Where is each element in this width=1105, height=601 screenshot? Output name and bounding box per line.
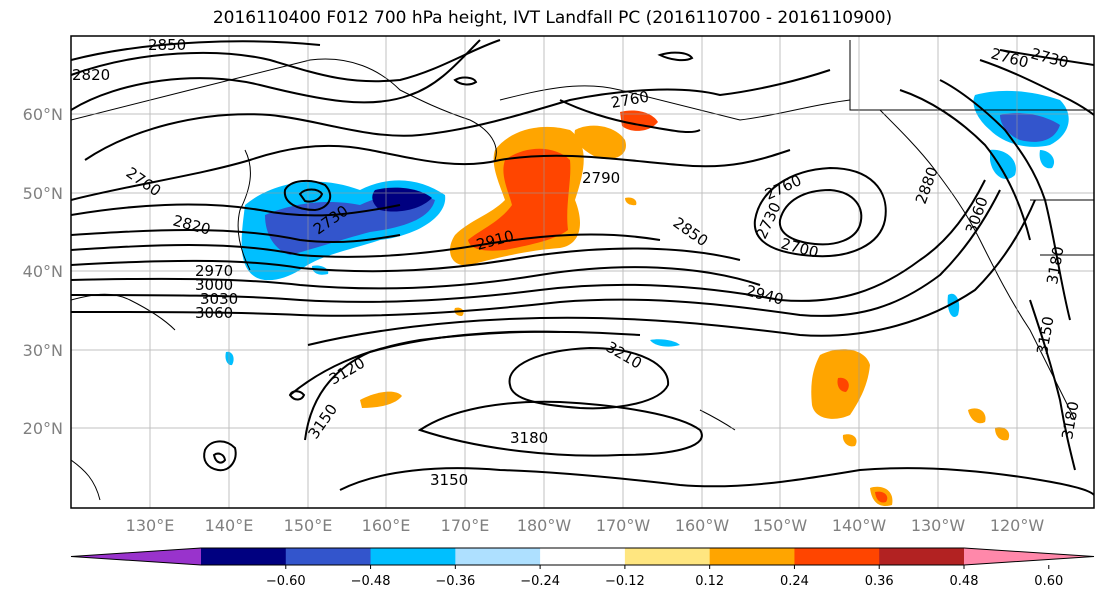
colorbar-segment — [879, 548, 965, 565]
lon-label-140w: 140°W — [832, 516, 887, 535]
colorbar-segment — [540, 548, 626, 565]
lon-label-150e: 150°E — [284, 516, 333, 535]
colorbar-segment — [455, 548, 541, 565]
colorbar-segment — [285, 548, 372, 565]
colorbar-segment — [370, 548, 456, 565]
lon-label-170w: 170°W — [596, 516, 651, 535]
colorbar-extend-high — [964, 548, 1094, 565]
lon-label-130w: 130°W — [911, 516, 966, 535]
colorbar-tick-label: −0.24 — [520, 574, 560, 589]
colorbar-segment — [201, 548, 287, 565]
coastlines — [71, 40, 1094, 501]
colorbar-segment — [794, 548, 880, 565]
lon-label-140e: 140°E — [205, 516, 254, 535]
contour-label-2790: 2790 — [582, 169, 620, 187]
colorbar: −0.60 −0.48 −0.36 −0.24 −0.12 0.12 0.24 0.36 0.4… — [70, 547, 1095, 589]
lat-label-30n: 30°N — [23, 341, 63, 360]
colorbar-segment — [624, 548, 711, 565]
lon-label-170e: 170°E — [441, 516, 490, 535]
contour-label-3030: 3030 — [200, 290, 238, 308]
colorbar-tick-label: 0.36 — [865, 574, 894, 589]
lat-label-50n: 50°N — [23, 184, 63, 203]
colorbar-tick-label: 0.48 — [950, 574, 979, 589]
height-contours — [71, 39, 1094, 496]
colorbar-tick-label: −0.48 — [351, 574, 391, 589]
lon-label-130e: 130°E — [126, 516, 175, 535]
colorbar-segment — [709, 548, 795, 565]
colorbar-extend-low — [71, 548, 201, 565]
colorbar-tick-label: 0.24 — [780, 574, 809, 589]
contour-label-2970: 2970 — [195, 262, 233, 280]
ivt-positive-shading — [360, 110, 1010, 507]
latitude-axis: 60°N 50°N 40°N 30°N 20°N — [23, 105, 63, 438]
lat-label-60n: 60°N — [23, 105, 63, 124]
contour-label-3180: 3180 — [510, 429, 548, 447]
colorbar-tick-label: 0.12 — [695, 574, 724, 589]
contour-label-3000: 3000 — [195, 276, 233, 294]
lon-label-150w: 150°W — [753, 516, 808, 535]
contour-label-3150: 3150 — [430, 471, 468, 489]
lat-label-20n: 20°N — [23, 419, 63, 438]
lat-label-40n: 40°N — [23, 262, 63, 281]
map-frame — [70, 35, 1095, 509]
contour-label-2820: 2820 — [72, 66, 110, 84]
colorbar-tick-label: 0.60 — [1034, 574, 1063, 589]
lon-label-120w: 120°W — [990, 516, 1045, 535]
map-title: 2016110400 F012 700 hPa height, IVT Land… — [212, 8, 893, 28]
contour-label-3060: 3060 — [195, 304, 233, 322]
colorbar-tick-label: −0.60 — [266, 574, 306, 589]
colorbar-tick-label: −0.36 — [435, 574, 475, 589]
longitude-axis: 130°E 140°E 150°E 160°E 170°E 180°W 170°… — [126, 516, 1045, 535]
colorbar-outline — [70, 547, 1095, 566]
lon-label-160e: 160°E — [362, 516, 411, 535]
colorbar-tick-label: −0.12 — [605, 574, 645, 589]
contour-label-2850: 2850 — [148, 36, 186, 54]
lon-label-160w: 160°W — [675, 516, 730, 535]
lon-label-180w: 180°W — [517, 516, 572, 535]
